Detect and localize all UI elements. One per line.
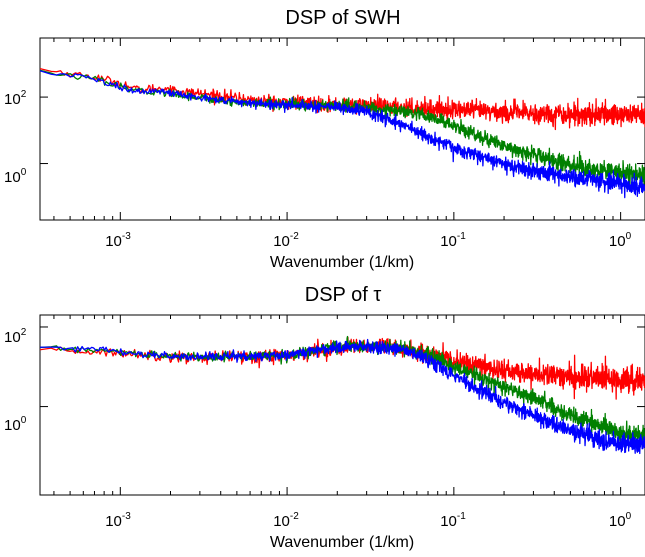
x-tick-label: 10-2 [273, 231, 299, 250]
series-line [39, 70, 645, 199]
x-tick-label: 10-1 [440, 511, 466, 530]
series-group [39, 335, 645, 455]
y-tick-labels: 102 100 [4, 89, 27, 186]
chart-title: DSP of SWH [285, 7, 400, 29]
tick-marks [40, 315, 645, 495]
plot-frame [39, 314, 645, 496]
x-tick-labels: 10-3 10-2 10-1 100 [105, 511, 631, 530]
series-line [39, 338, 645, 455]
x-axis-label: Wavenumber (1/km) [270, 534, 414, 551]
plot-frame [39, 37, 645, 221]
y-tick-labels: 102 100 [4, 327, 27, 434]
x-tick-label: 10-3 [105, 511, 131, 530]
chart-tau: DSP of τ 10-3 10-2 10-1 100 102 100 Wave… [4, 284, 645, 551]
x-axis-label: Wavenumber (1/km) [270, 254, 414, 271]
chart-swh: DSP of SWH 10-3 10-2 10-1 100 102 100 Wa… [4, 7, 645, 271]
x-tick-label: 10-1 [440, 231, 466, 250]
series-line [39, 69, 645, 186]
y-tick-label: 100 [4, 167, 27, 186]
x-tick-label: 10-3 [105, 231, 131, 250]
x-tick-label: 100 [609, 511, 632, 530]
x-tick-labels: 10-3 10-2 10-1 100 [105, 231, 631, 250]
y-tick-label: 100 [4, 415, 27, 434]
x-tick-label: 100 [609, 231, 632, 250]
y-tick-label: 102 [4, 89, 27, 108]
series-group [39, 68, 645, 199]
x-tick-label: 10-2 [273, 511, 299, 530]
chart-title: DSP of τ [305, 284, 382, 306]
y-tick-label: 102 [4, 327, 27, 346]
tick-marks [40, 38, 645, 220]
series-line [39, 335, 645, 447]
